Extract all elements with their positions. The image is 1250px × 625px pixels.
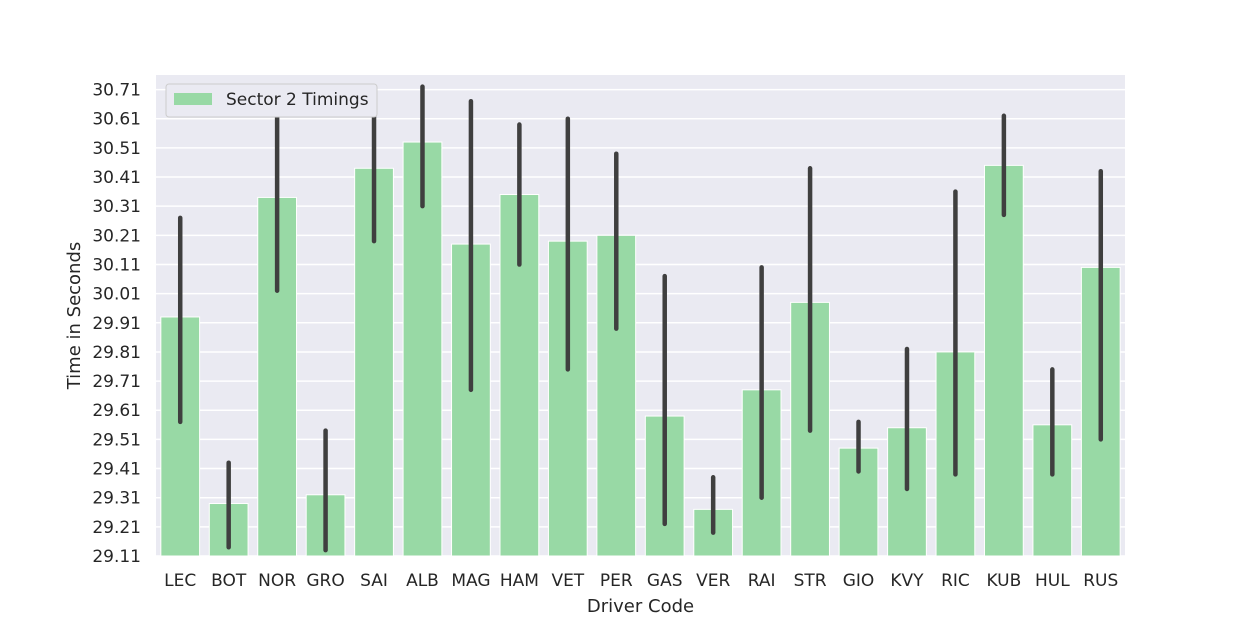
legend-swatch xyxy=(174,93,212,105)
legend-label: Sector 2 Timings xyxy=(226,90,369,110)
bar-kub xyxy=(983,164,1024,557)
y-tick-label: 29.51 xyxy=(92,430,141,450)
x-tick-label: VER xyxy=(696,571,730,591)
x-tick-label: GIO xyxy=(843,571,875,591)
x-tick-label: KVY xyxy=(890,571,924,591)
y-tick-label: 30.21 xyxy=(92,226,141,246)
y-tick-label: 29.31 xyxy=(92,489,141,509)
y-tick-label: 30.11 xyxy=(92,255,141,275)
x-tick-label: BOT xyxy=(211,571,247,591)
y-tick-label: 30.51 xyxy=(92,139,141,159)
y-tick-label: 29.41 xyxy=(92,460,141,480)
y-tick-label: 29.71 xyxy=(92,372,141,392)
bar-sai xyxy=(354,167,394,557)
x-tick-labels: LEC BOT NOR GRO SAI ALB MAG HAM VET PER GAS VER RAI S… xyxy=(164,571,1118,591)
x-tick-label: HAM xyxy=(500,571,539,591)
y-tick-label: 29.21 xyxy=(92,518,141,538)
error-bars xyxy=(177,84,1104,553)
x-tick-label: ALB xyxy=(406,571,439,591)
x-tick-label: VET xyxy=(551,571,584,591)
x-tick-label: NOR xyxy=(258,571,296,591)
y-tick-label: 30.71 xyxy=(92,81,141,101)
y-tick-labels: 29.11 29.21 29.31 29.41 29.51 29.61 29.71 29.81… xyxy=(92,81,141,567)
legend: Sector 2 Timings xyxy=(165,83,378,118)
x-tick-label: GRO xyxy=(306,571,344,591)
y-tick-label: 29.81 xyxy=(92,343,141,363)
x-tick-label: STR xyxy=(794,571,827,591)
x-tick-label: RUS xyxy=(1083,571,1118,591)
x-tick-label: RAI xyxy=(748,571,776,591)
x-tick-label: RIC xyxy=(941,571,970,591)
x-tick-label: HUL xyxy=(1035,571,1070,591)
x-tick-label: SAI xyxy=(360,571,388,591)
legend-box xyxy=(165,83,378,118)
y-tick-label: 30.31 xyxy=(92,197,141,217)
x-tick-label: PER xyxy=(600,571,633,591)
x-tick-label: MAG xyxy=(451,571,490,591)
y-tick-label: 30.01 xyxy=(92,285,141,305)
y-tick-label: 29.91 xyxy=(92,314,141,334)
x-axis-label: Driver Code xyxy=(587,596,694,617)
y-axis-label: Time in Seconds xyxy=(64,242,85,391)
y-tick-label: 29.11 xyxy=(92,547,141,567)
y-tick-label: 29.61 xyxy=(92,401,141,421)
y-tick-label: 30.41 xyxy=(92,168,141,188)
x-tick-label: KUB xyxy=(986,571,1021,591)
bar-alb xyxy=(402,141,443,557)
x-tick-label: GAS xyxy=(647,571,683,591)
x-tick-label: LEC xyxy=(164,571,196,591)
y-tick-label: 30.61 xyxy=(92,110,141,130)
